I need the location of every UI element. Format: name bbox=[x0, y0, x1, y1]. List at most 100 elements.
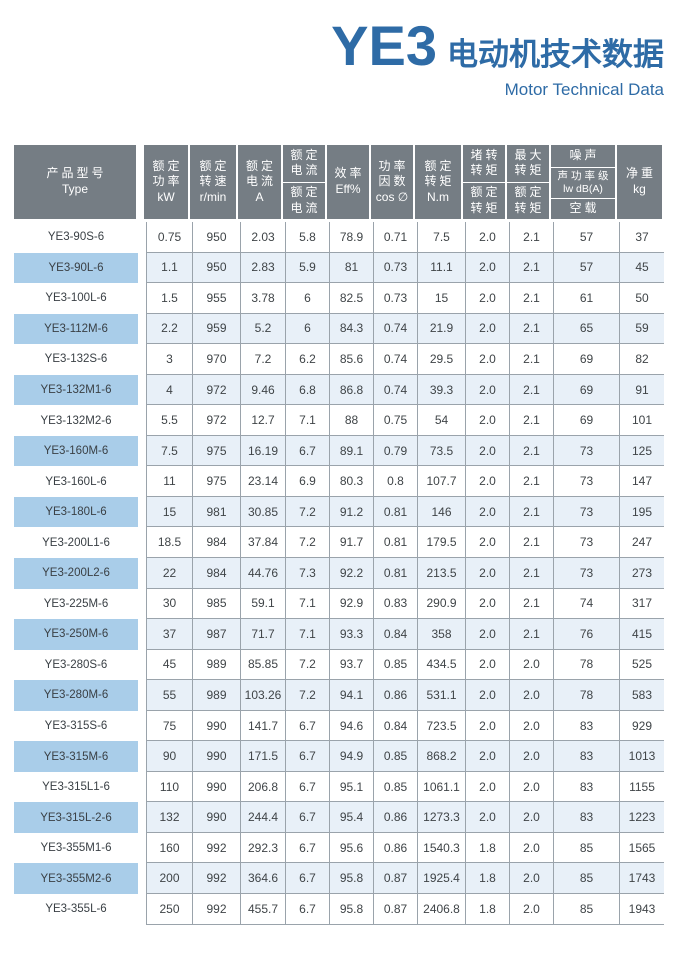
cell-net_weight: 1743 bbox=[619, 863, 664, 895]
cell-noise: 65 bbox=[553, 313, 619, 345]
header-label-line: 功率 bbox=[378, 158, 409, 173]
header-label-line: 产品型号 bbox=[46, 166, 107, 181]
cell-locked_rotor_torque_ratio: 2.0 bbox=[465, 374, 509, 406]
header-label-line: 转速 bbox=[199, 174, 230, 189]
cell-efficiency: 91.2 bbox=[329, 496, 373, 528]
motor-data-table: 产品型号 Type 额定 功率 kW 额定 转速 r/min 额定 电流 A 额定 电流 额定 电流 效率 Ef… bbox=[14, 145, 664, 925]
cell-net_weight: 525 bbox=[619, 649, 664, 681]
cell-current_ratio: 7.3 bbox=[285, 558, 329, 589]
column-header-rated_speed: 额定 转速 r/min bbox=[190, 145, 236, 219]
header-label-line: N.m bbox=[427, 189, 449, 204]
cell-noise: 85 bbox=[553, 894, 619, 925]
cell-current_ratio: 5.9 bbox=[285, 252, 329, 284]
cell-rated_speed: 990 bbox=[192, 802, 240, 833]
cell-rated_current: 103.26 bbox=[240, 680, 285, 711]
header-label-line: Type bbox=[61, 182, 88, 196]
cell-type: YE3-112M-6 bbox=[14, 313, 138, 345]
cell-noise: 83 bbox=[553, 710, 619, 742]
cell-type: YE3-132M2-6 bbox=[14, 405, 138, 436]
table-row: YE3-315L1-6 110 990 206.8 6.7 95.1 0.85 1061.1 2… bbox=[14, 771, 664, 803]
cell-current_ratio: 7.1 bbox=[285, 405, 329, 436]
cell-rated_torque: 358 bbox=[417, 619, 465, 650]
page-title-chinese: 电动机技术数据 bbox=[447, 37, 664, 72]
cell-efficiency: 86.8 bbox=[329, 374, 373, 406]
header-label-line: 最大 bbox=[514, 147, 545, 162]
cell-noise: 74 bbox=[553, 588, 619, 620]
cell-rated_speed: 992 bbox=[192, 863, 240, 895]
header-stack-section: 噪声 bbox=[551, 145, 615, 167]
cell-power_factor: 0.86 bbox=[373, 680, 417, 711]
cell-noise: 69 bbox=[553, 344, 619, 375]
header-label-line: 额定 bbox=[424, 158, 455, 173]
cell-rated_power: 90 bbox=[146, 741, 192, 772]
cell-rated_power: 1.5 bbox=[146, 283, 192, 314]
cell-rated_current: 16.19 bbox=[240, 435, 285, 467]
table-body: YE3-90S-6 0.75 950 2.03 5.8 78.9 0.71 7.5 2.0 2.1… bbox=[14, 222, 664, 925]
cell-type: YE3-100L-6 bbox=[14, 283, 138, 314]
cell-efficiency: 94.9 bbox=[329, 741, 373, 772]
table-row: YE3-100L-6 1.5 955 3.78 6 82.5 0.73 15 2.0 2.1 61 5… bbox=[14, 283, 664, 314]
cell-type: YE3-315S-6 bbox=[14, 710, 138, 742]
column-header-net_weight: 净重 kg bbox=[617, 145, 662, 219]
cell-rated_speed: 989 bbox=[192, 649, 240, 681]
cell-max_torque_ratio: 2.1 bbox=[509, 435, 553, 467]
cell-rated_power: 1.1 bbox=[146, 252, 192, 284]
cell-power_factor: 0.84 bbox=[373, 619, 417, 650]
cell-locked_rotor_torque_ratio: 2.0 bbox=[465, 710, 509, 742]
cell-rated_power: 7.5 bbox=[146, 435, 192, 467]
cell-power_factor: 0.83 bbox=[373, 588, 417, 620]
cell-locked_rotor_torque_ratio: 2.0 bbox=[465, 527, 509, 559]
cell-efficiency: 84.3 bbox=[329, 313, 373, 345]
header-label-line: r/min bbox=[199, 189, 227, 204]
cell-rated_current: 244.4 bbox=[240, 802, 285, 833]
cell-current_ratio: 7.2 bbox=[285, 496, 329, 528]
cell-type: YE3-280M-6 bbox=[14, 680, 138, 711]
cell-rated_current: 171.5 bbox=[240, 741, 285, 772]
cell-type: YE3-315L1-6 bbox=[14, 771, 138, 803]
column-header-current_ratio: 额定 电流 额定 电流 bbox=[283, 145, 325, 219]
header-label-line: 效率 bbox=[334, 166, 365, 181]
cell-rated_power: 22 bbox=[146, 558, 192, 589]
cell-power_factor: 0.87 bbox=[373, 863, 417, 895]
fraction-divider bbox=[283, 181, 325, 183]
fraction-divider bbox=[463, 181, 505, 183]
cell-net_weight: 91 bbox=[619, 374, 664, 406]
cell-rated_power: 45 bbox=[146, 649, 192, 681]
cell-rated_current: 30.85 bbox=[240, 496, 285, 528]
header-label-line: 额定 bbox=[290, 185, 321, 200]
cell-type: YE3-355M1-6 bbox=[14, 832, 138, 864]
cell-max_torque_ratio: 2.1 bbox=[509, 496, 553, 528]
cell-type: YE3-315M-6 bbox=[14, 741, 138, 772]
cell-net_weight: 59 bbox=[619, 313, 664, 345]
column-header-rated_current: 额定 电流 A bbox=[238, 145, 281, 219]
page-header: YE3 电动机技术数据 Motor Technical Data bbox=[331, 18, 664, 100]
cell-noise: 78 bbox=[553, 649, 619, 681]
page-subtitle: Motor Technical Data bbox=[504, 80, 664, 99]
cell-noise: 57 bbox=[553, 222, 619, 253]
cell-power_factor: 0.86 bbox=[373, 802, 417, 833]
cell-noise: 73 bbox=[553, 435, 619, 467]
cell-noise: 83 bbox=[553, 771, 619, 803]
cell-max_torque_ratio: 2.0 bbox=[509, 832, 553, 864]
cell-current_ratio: 6 bbox=[285, 283, 329, 314]
cell-current_ratio: 6 bbox=[285, 313, 329, 345]
cell-rated_speed: 970 bbox=[192, 344, 240, 375]
header-label-line: 电流 bbox=[245, 174, 276, 189]
cell-efficiency: 89.1 bbox=[329, 435, 373, 467]
cell-locked_rotor_torque_ratio: 2.0 bbox=[465, 741, 509, 772]
cell-rated_torque: 723.5 bbox=[417, 710, 465, 742]
table-row: YE3-200L1-6 18.5 984 37.84 7.2 91.7 0.81 179.5 2… bbox=[14, 527, 664, 559]
cell-max_torque_ratio: 2.1 bbox=[509, 588, 553, 620]
cell-locked_rotor_torque_ratio: 1.8 bbox=[465, 894, 509, 925]
page-title: YE3 电动机技术数据 bbox=[331, 18, 664, 74]
header-label-line: 额定 bbox=[470, 185, 501, 200]
cell-current_ratio: 7.2 bbox=[285, 680, 329, 711]
table-row: YE3-315L-2-6 132 990 244.4 6.7 95.4 0.86 1273.3… bbox=[14, 802, 664, 833]
cell-rated_speed: 950 bbox=[192, 222, 240, 253]
cell-rated_current: 206.8 bbox=[240, 771, 285, 803]
cell-net_weight: 929 bbox=[619, 710, 664, 742]
cell-rated_torque: 39.3 bbox=[417, 374, 465, 406]
cell-locked_rotor_torque_ratio: 2.0 bbox=[465, 680, 509, 711]
cell-rated_power: 37 bbox=[146, 619, 192, 650]
